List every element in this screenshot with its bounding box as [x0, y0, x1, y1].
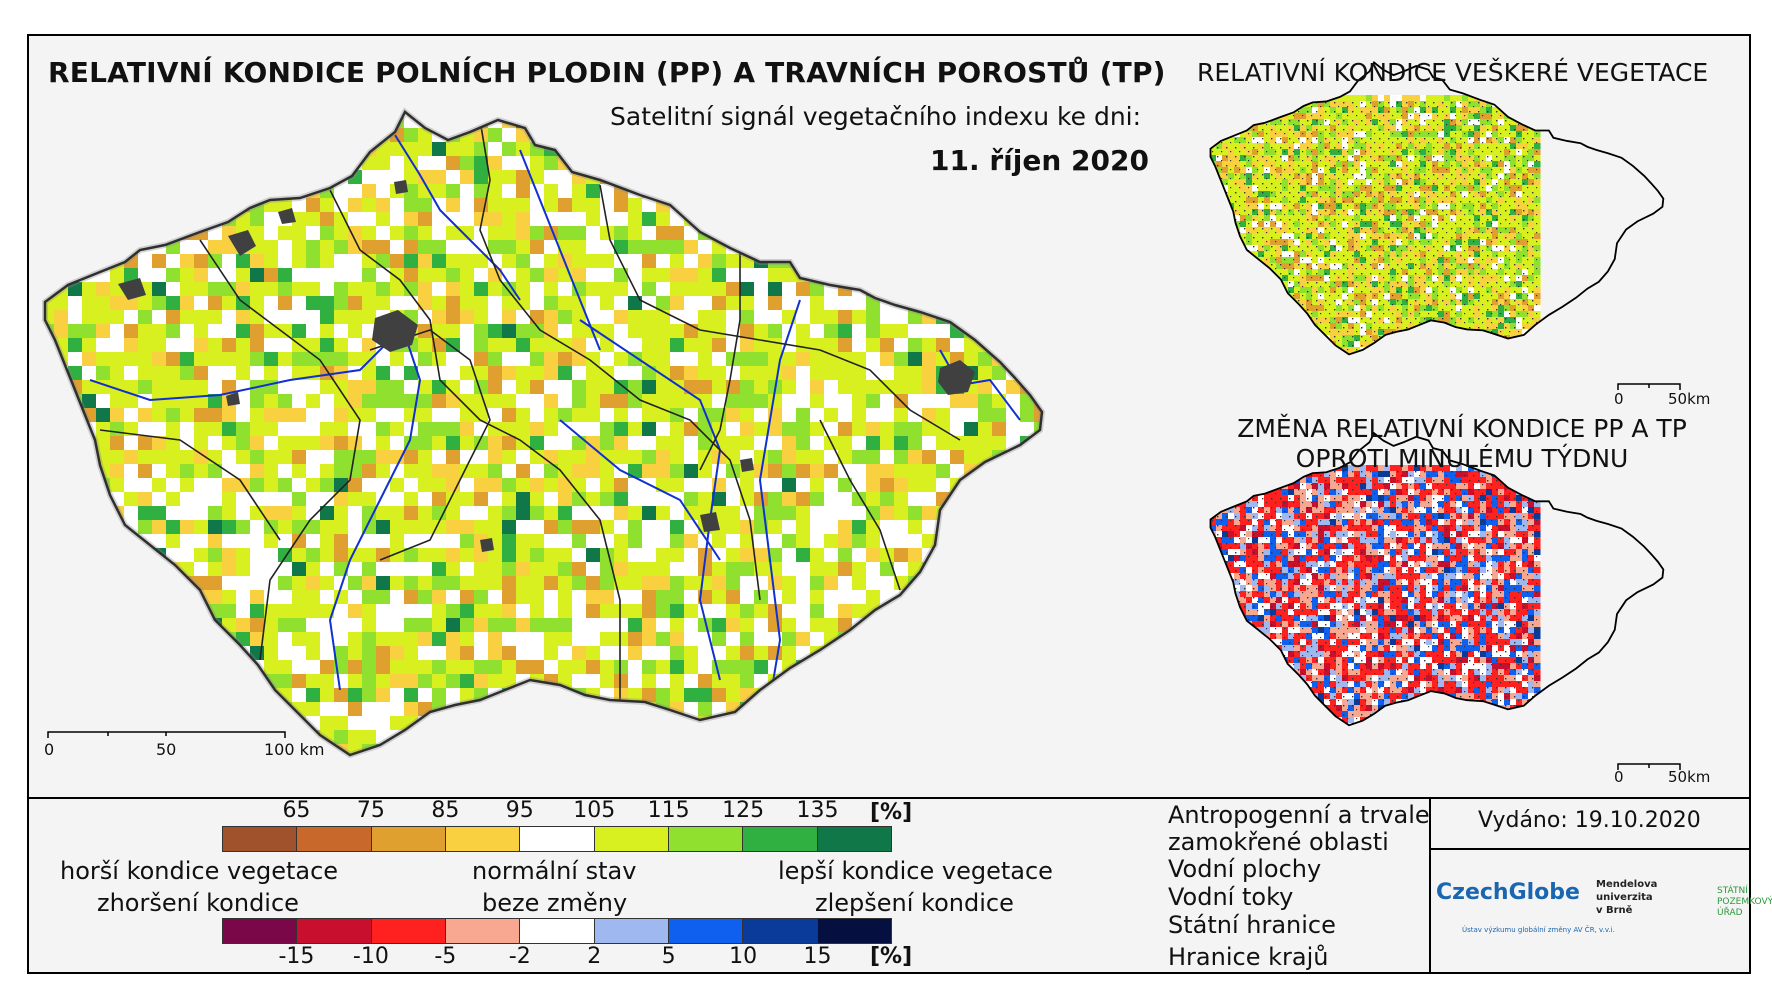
colorbar-tick-label: 105: [573, 798, 616, 823]
legend-rivers: Vodní toky: [1168, 883, 1294, 911]
legend-divider: [1429, 848, 1750, 850]
main-condition-map: [40, 100, 1063, 773]
river-jihlava: [559, 419, 721, 561]
spu-line-2: POZEMKOVÝ: [1717, 897, 1772, 907]
worse-label-2: zhoršení kondice: [97, 889, 299, 917]
normal-label-1: normální stav: [472, 857, 637, 885]
spu-line-3: ÚŘAD: [1717, 908, 1743, 918]
colorbar-tick-label: 65: [282, 798, 311, 823]
legend-anthropogenic-2: zamokřené oblasti: [1168, 828, 1389, 856]
better-label-2: zlepšení kondice: [815, 889, 1014, 917]
scale-main-50: 50: [156, 740, 177, 759]
colorbar-tick-label: 135: [796, 798, 839, 823]
river-elbe: [394, 134, 521, 301]
scale-small2-50: 50km: [1668, 768, 1711, 786]
scale-small1-0: 0: [1614, 390, 1624, 408]
legend-divider: [1429, 798, 1431, 973]
scale-main-100: 100 km: [264, 740, 325, 759]
colorbar-swatch: [520, 919, 595, 943]
colorbar-swatch: [445, 919, 521, 943]
scale-main-0: 0: [44, 740, 55, 759]
vegetation-condition-map: [1209, 61, 1665, 356]
colorbar-swatch: [371, 827, 446, 851]
legend-region-border: Hranice krajů: [1168, 943, 1329, 971]
colorbar-tick-label: -10: [352, 944, 389, 969]
colorbar-swatch: [743, 919, 818, 943]
colorbar-tick-label: 2: [587, 944, 602, 969]
colorbar-swatch: [445, 827, 521, 851]
main-title: RELATIVNÍ KONDICE POLNÍCH PLODIN (PP) A …: [48, 56, 1166, 89]
issued-date: Vydáno: 19.10.2020: [1478, 808, 1701, 833]
river-upper-elbe: [519, 149, 601, 351]
change-title-line-1: ZMĚNA RELATIVNÍ KONDICE PP A TP: [1237, 414, 1687, 443]
colorbar-tick-label: 85: [431, 798, 460, 823]
colorbar-tick-label: -15: [278, 944, 315, 969]
river-morava: [758, 299, 801, 701]
change-colorbar: [222, 918, 892, 944]
mendel-line-3: v Brně: [1596, 905, 1633, 916]
legend-anthropogenic-1: Antropogenní a trvale: [1168, 801, 1430, 829]
river-vltava: [328, 319, 422, 691]
colorbar-tick-label: -2: [508, 944, 531, 969]
colorbar-swatch: [817, 919, 891, 943]
colorbar-swatch: [594, 827, 669, 851]
subtitle: Satelitní signál vegetačního indexu ke d…: [610, 102, 1142, 131]
scale-small2-0: 0: [1614, 768, 1624, 786]
colorbar-swatch: [743, 827, 818, 851]
legend-state-border: Státní hranice: [1168, 911, 1336, 939]
colorbar-swatch: [371, 919, 446, 943]
colorbar-tick-label: -5: [434, 944, 457, 969]
river-berounka: [89, 329, 401, 402]
mendel-logo: Mendelova univerzita v Brně: [1596, 878, 1657, 917]
scale-bar-small-1: [1617, 383, 1681, 390]
anthropogenic-areas: [118, 180, 975, 552]
colorbar-tick-label: 15: [803, 944, 832, 969]
colorbar-swatch: [520, 827, 595, 851]
colorbar-swatch: [594, 919, 669, 943]
colorbar-swatch: [297, 827, 372, 851]
normal-label-2: beze změny: [482, 889, 628, 917]
vegetation-map-title: RELATIVNÍ KONDICE VEŠKERÉ VEGETACE: [1197, 58, 1709, 87]
scale-bar-small-2: [1617, 763, 1681, 770]
change-unit: [%]: [870, 944, 913, 969]
colorbar-tick-label: 75: [356, 798, 385, 823]
change-map-title: ZMĚNA RELATIVNÍ KONDICE PP A TP OPROTI M…: [1222, 414, 1702, 474]
mendel-line-1: Mendelova: [1596, 879, 1658, 890]
colorbar-tick-label: 125: [722, 798, 765, 823]
worse-label-1: horší kondice vegetace: [60, 857, 339, 885]
spu-logo: STÁTNÍ POZEMKOVÝ ÚŘAD: [1717, 886, 1772, 919]
colorbar-swatch: [223, 827, 298, 851]
scale-small1-50: 50km: [1668, 390, 1711, 408]
condition-unit: [%]: [870, 800, 913, 825]
condition-colorbar: [222, 826, 892, 852]
change-condition-map: [1209, 432, 1665, 727]
czechglobe-logo: CzechGlobe: [1436, 880, 1580, 905]
date-label: 11. říjen 2020: [930, 144, 1149, 177]
colorbar-swatch: [223, 919, 298, 943]
change-title-line-2: OPROTI MINULÉMU TÝDNU: [1295, 444, 1629, 473]
spu-line-1: STÁTNÍ: [1717, 886, 1748, 896]
colorbar-tick-label: 115: [647, 798, 690, 823]
scale-bar-main: [47, 731, 286, 738]
colorbar-swatch: [668, 919, 744, 943]
legend-water: Vodní plochy: [1168, 855, 1322, 883]
colorbar-swatch: [297, 919, 372, 943]
czechglobe-subtitle: Ústav výzkumu globální změny AV ČR, v.v.…: [1462, 926, 1615, 934]
colorbar-tick-label: 95: [505, 798, 534, 823]
colorbar-swatch: [817, 827, 891, 851]
colorbar-tick-label: 5: [661, 944, 676, 969]
colorbar-tick-label: 10: [729, 944, 758, 969]
better-label-1: lepší kondice vegetace: [778, 857, 1053, 885]
mendel-line-2: univerzita: [1596, 892, 1653, 903]
colorbar-swatch: [668, 827, 744, 851]
